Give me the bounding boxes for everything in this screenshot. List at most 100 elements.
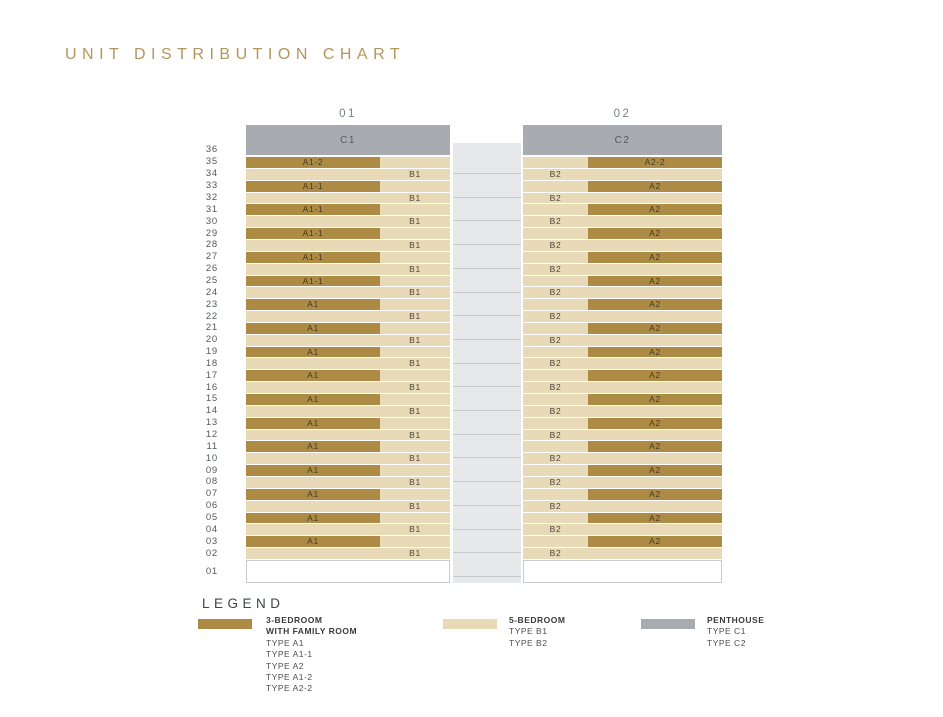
floor-axis-label: 18	[205, 357, 218, 369]
unit-label-b1-floor-10: B1	[409, 453, 421, 464]
unit-label-b2-floor-24: B2	[549, 287, 562, 298]
floor-axis-label: 36	[205, 144, 218, 155]
unit-row-floor-30-stack-02	[523, 216, 722, 228]
core-divider-line	[453, 291, 521, 293]
unit-row-floor-06-stack-01	[246, 500, 450, 512]
floor-01-box-stack-01	[246, 560, 450, 583]
unit-label-b1-floor-22: B1	[409, 311, 421, 322]
unit-label-b1-floor-06: B1	[409, 500, 421, 511]
unit-label-b1-floor-30: B1	[409, 216, 421, 227]
unit-cell-a1-1-floor-29: A1-1	[246, 228, 380, 239]
unit-cell-b1-floor-21	[380, 322, 450, 334]
legend-line: PENTHOUSE	[707, 615, 765, 625]
unit-cell-a2-floor-09: A2	[588, 465, 722, 476]
unit-cell-b1-floor-33	[380, 180, 450, 192]
core-divider-line	[453, 410, 521, 411]
legend-item-text: 3-BEDROOM WITH FAMILY ROOM TYPE A1 TYPE A1-…	[266, 615, 357, 695]
core-divider-line	[453, 267, 521, 269]
unit-label-b2-floor-18: B2	[549, 358, 562, 369]
unit-cell-b2-floor-33	[523, 180, 588, 192]
unit-label-b1-floor-24: B1	[409, 287, 421, 298]
core-divider-line	[453, 457, 521, 459]
unit-row-floor-08-stack-02	[523, 476, 722, 488]
floor-axis-label: 27	[205, 251, 218, 263]
unit-row-floor-06-stack-02	[523, 500, 722, 512]
unit-label-b2-floor-14: B2	[549, 405, 562, 416]
floor-axis-label: 25	[205, 274, 218, 286]
floor-axis-label: 32	[205, 192, 218, 203]
unit-label-b1-floor-02: B1	[409, 548, 421, 559]
floor-axis-label: 09	[205, 464, 218, 476]
unit-label-b2-floor-12: B2	[549, 429, 562, 440]
floor-axis-label: 04	[205, 523, 218, 535]
floor-axis-label: 12	[205, 429, 218, 440]
floor-axis-label: 05	[205, 511, 218, 523]
unit-label-b1-floor-04: B1	[409, 524, 421, 535]
unit-cell-a1-floor-19: A1	[246, 346, 380, 358]
legend-line: WITH FAMILY ROOM	[266, 626, 358, 637]
unit-label-b1-floor-34: B1	[409, 168, 421, 179]
unit-cell-b1-floor-27	[380, 251, 450, 263]
legend-swatch-gold	[198, 619, 252, 629]
unit-cell-a1-floor-21: A1	[246, 322, 380, 334]
floor-axis-label: 16	[205, 381, 218, 393]
legend-line: TYPE B2	[509, 637, 548, 648]
core-divider-line	[453, 362, 521, 364]
floor-axis-label: 22	[205, 310, 218, 322]
unit-cell-b1-floor-35	[380, 157, 450, 168]
floor-axis-label: 26	[205, 263, 218, 275]
unit-label-b2-floor-30: B2	[549, 216, 562, 227]
floor-axis-label: 21	[205, 322, 218, 334]
legend-item-text: 5-BEDROOM TYPE B1 TYPE B2	[509, 615, 565, 649]
unit-row-floor-28-stack-01	[246, 239, 450, 251]
unit-cell-b2-floor-03	[523, 536, 588, 548]
floor-axis-label: 29	[205, 227, 218, 239]
stack-label-02: 02	[613, 108, 632, 120]
unit-cell-b2-floor-29	[523, 228, 588, 239]
unit-label-b1-floor-14: B1	[409, 405, 421, 416]
unit-row-floor-16-stack-01	[246, 382, 450, 394]
unit-row-floor-18-stack-02	[523, 358, 722, 370]
unit-row-floor-08-stack-01	[246, 476, 450, 488]
core-divider-line	[453, 338, 521, 340]
unit-cell-a2-floor-17: A2	[588, 370, 722, 382]
legend-line: TYPE A1-1	[266, 649, 313, 660]
unit-cell-b1-floor-11	[380, 441, 450, 453]
unit-cell-b1-floor-15	[380, 394, 450, 405]
legend-line: TYPE C1	[707, 626, 746, 637]
unit-row-floor-28-stack-02	[523, 239, 722, 251]
unit-label-b1-floor-18: B1	[409, 358, 421, 369]
unit-cell-b1-floor-17	[380, 370, 450, 382]
unit-label-b1-floor-20: B1	[409, 334, 421, 345]
floor-axis-label: 23	[205, 298, 218, 310]
unit-cell-b1-floor-25	[380, 275, 450, 287]
floor-axis-label: 10	[205, 452, 218, 464]
unit-label-b2-floor-06: B2	[549, 500, 562, 511]
unit-cell-b2-floor-25	[523, 275, 588, 287]
unit-cell-a1-floor-17: A1	[246, 370, 380, 382]
unit-row-floor-32-stack-01	[246, 192, 450, 204]
unit-row-floor-10-stack-01	[246, 453, 450, 465]
unit-cell-a1-1-floor-25: A1-1	[246, 275, 380, 287]
unit-cell-a2-floor-13: A2	[588, 417, 722, 429]
unit-label-b2-floor-26: B2	[549, 263, 562, 274]
unit-row-floor-12-stack-01	[246, 429, 450, 441]
unit-row-floor-26-stack-02	[523, 263, 722, 275]
unit-label-b2-floor-32: B2	[549, 192, 562, 203]
legend-swatch-penthouse_gray	[641, 619, 695, 629]
unit-row-floor-14-stack-01	[246, 405, 450, 417]
core-divider-line	[453, 386, 521, 388]
unit-row-floor-30-stack-01	[246, 216, 450, 228]
unit-cell-b2-floor-11	[523, 441, 588, 453]
core-divider-line	[453, 196, 521, 198]
unit-cell-a2-floor-15: A2	[588, 394, 722, 405]
unit-label-b2-floor-16: B2	[549, 382, 562, 393]
legend-line: 3-BEDROOM	[266, 615, 323, 625]
unit-cell-a2-floor-31: A2	[588, 204, 722, 216]
core-divider-line	[453, 173, 521, 174]
unit-cell-a2-floor-27: A2	[588, 251, 722, 263]
floor-axis-label: 07	[205, 488, 218, 500]
unit-label-b2-floor-34: B2	[549, 168, 562, 179]
unit-cell-b2-floor-35	[523, 157, 588, 168]
